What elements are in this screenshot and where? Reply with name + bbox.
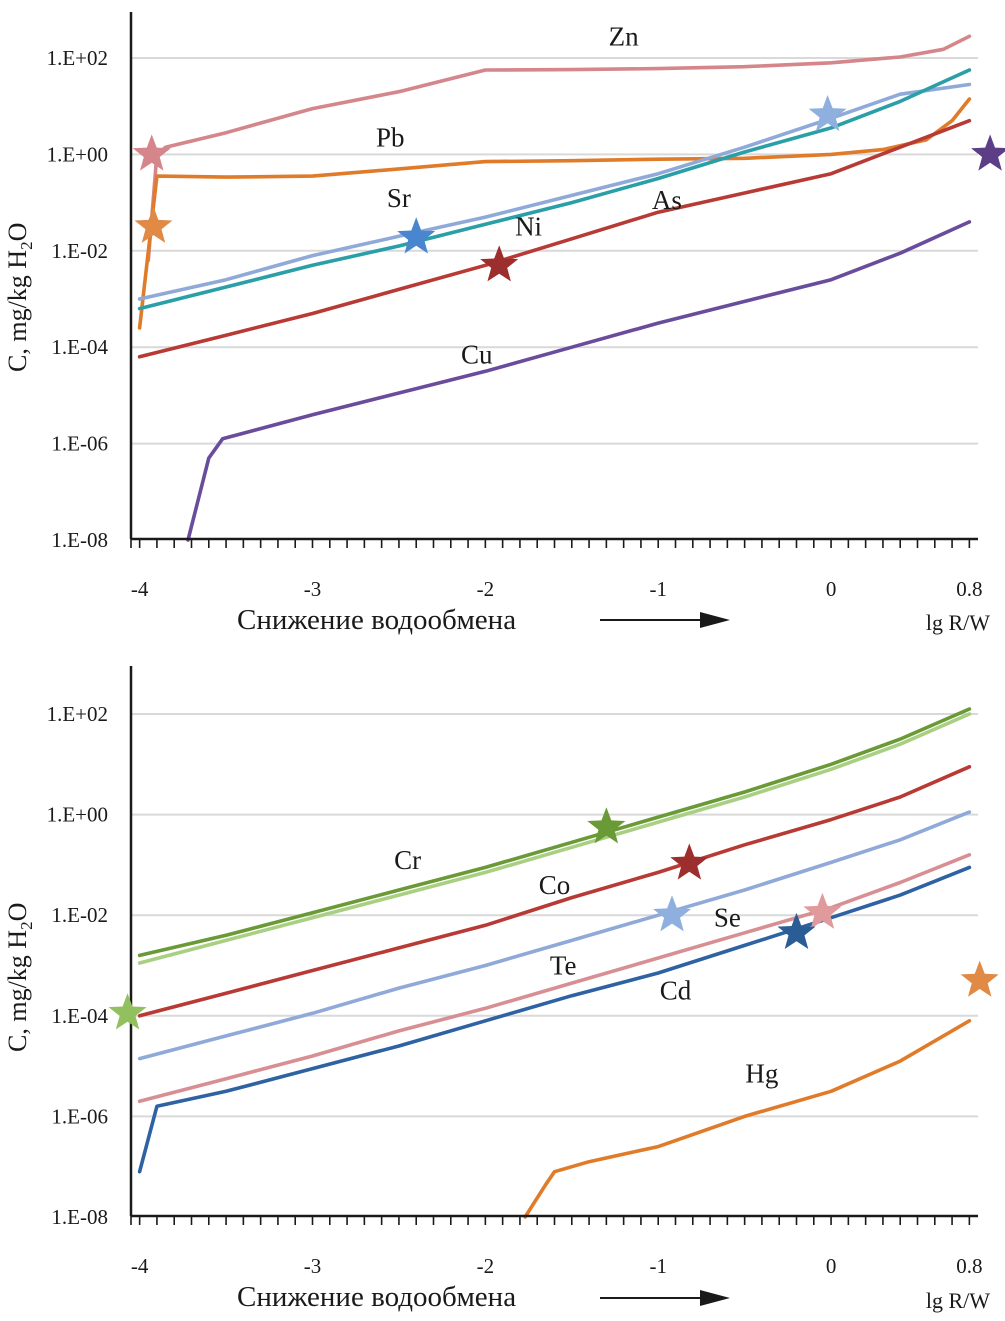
- x-tick-label: -2: [477, 1254, 495, 1278]
- series-line-cr: [137, 707, 972, 958]
- top-y-axis-title-main: C, mg/kg H: [3, 250, 32, 372]
- x-tick-label: -4: [131, 577, 149, 601]
- x-tick-label: -3: [304, 1254, 322, 1278]
- star-marker-zn: [132, 134, 171, 171]
- top-gridlines: [131, 57, 978, 445]
- series-line-cd: [137, 865, 972, 1174]
- series-line-as: [137, 118, 972, 359]
- top-y-axis-title: C, mg/kg H2O: [3, 223, 36, 372]
- top-series-lines: [137, 34, 972, 542]
- x-tick-label: 0.8: [956, 577, 982, 601]
- series-line-zn: [146, 34, 972, 263]
- top-x-axis-title: Снижение водообмена: [237, 604, 516, 636]
- series-label-cr: Cr: [394, 845, 421, 875]
- series-label-cd: Cd: [660, 976, 692, 1006]
- bottom-markers: [108, 807, 999, 1030]
- bottom-y-axis-title-sub: 2: [17, 921, 36, 930]
- star-marker-pb: [134, 206, 173, 243]
- series-label-zn: Zn: [609, 21, 639, 51]
- bottom-x-tick-labels: -4 -3 -2 -1 0 0.8: [131, 1254, 983, 1278]
- top-y-axis-title-tail: O: [3, 223, 32, 242]
- x-tick-label: -1: [649, 1254, 667, 1278]
- x-tick-label: 0: [826, 1254, 837, 1278]
- bottom-y-axis-title-main: C, mg/kg H: [3, 930, 32, 1052]
- bottom-y-axis-title-tail: O: [3, 903, 32, 922]
- top-y-tick-labels: 1.E+02 1.E+00 1.E-02 1.E-04 1.E-06 1.E-08: [47, 46, 109, 552]
- y-tick-label: 1.E-06: [51, 1104, 108, 1128]
- series-line-cr-alt-: [137, 712, 972, 965]
- series-label-cu: Cu: [461, 339, 493, 369]
- star-marker-ni: [397, 217, 436, 254]
- bottom-y-tick-labels: 1.E+02 1.E+00 1.E-02 1.E-04 1.E-06 1.E-08: [47, 702, 109, 1229]
- x-tick-label: -4: [131, 1254, 149, 1278]
- top-x-axis-unit: lg R/W: [926, 610, 990, 635]
- series-line-ni: [137, 68, 972, 311]
- top-axes: [129, 12, 978, 548]
- series-line-cu: [186, 220, 972, 542]
- top-x-tick-labels: -4 -3 -2 -1 0 0.8: [131, 577, 983, 601]
- y-tick-label: 1.E-06: [51, 432, 108, 456]
- series-label-sr: Sr: [387, 183, 411, 213]
- series-line-se: [137, 852, 972, 1104]
- y-tick-label: 1.E+02: [47, 46, 108, 70]
- bottom-x-axis-arrow: [600, 1290, 730, 1306]
- y-tick-label: 1.E-04: [51, 1004, 108, 1028]
- star-marker-hg: [960, 960, 999, 997]
- series-line-co: [137, 764, 972, 1018]
- y-tick-label: 1.E-08: [51, 528, 108, 552]
- series-line-pb: [137, 97, 972, 330]
- bottom-y-axis-title: C, mg/kg H2O: [3, 903, 36, 1052]
- series-label-as: As: [652, 185, 682, 215]
- series-label-ni: Ni: [515, 212, 542, 242]
- star-marker-co: [670, 843, 709, 880]
- y-tick-label: 1.E+00: [47, 803, 108, 827]
- y-tick-label: 1.E-04: [51, 335, 108, 359]
- star-marker-cd: [777, 912, 816, 949]
- x-tick-label: 0.8: [956, 1254, 982, 1278]
- series-label-se: Se: [714, 903, 741, 933]
- series-line-sr: [137, 82, 972, 301]
- y-tick-label: 1.E-02: [51, 239, 108, 263]
- series-label-te: Te: [550, 951, 577, 981]
- x-tick-label: 0: [826, 577, 837, 601]
- bottom-axes: [129, 666, 978, 1225]
- y-tick-label: 1.E-08: [51, 1205, 108, 1229]
- star-marker-as: [480, 245, 519, 282]
- bottom-x-axis-title: Снижение водообмена: [237, 1281, 516, 1313]
- x-tick-label: -1: [649, 577, 667, 601]
- x-tick-label: -2: [477, 577, 495, 601]
- y-tick-label: 1.E+02: [47, 702, 108, 726]
- bottom-gridlines: [131, 713, 978, 1118]
- series-line-hg: [523, 1018, 972, 1219]
- star-marker-cr: [587, 807, 626, 844]
- bottom-series-lines: [137, 707, 972, 1219]
- top-series-labels: Zn Pb Sr Ni As Cu: [376, 21, 682, 369]
- series-line-te: [137, 810, 972, 1061]
- series-label-hg: Hg: [745, 1059, 778, 1089]
- top-y-axis-title-sub: 2: [17, 241, 36, 250]
- bottom-series-labels: Cr Co Te Se Cd Hg: [394, 845, 778, 1089]
- series-label-co: Co: [539, 870, 571, 900]
- star-marker-te: [653, 895, 692, 932]
- y-tick-label: 1.E-02: [51, 903, 108, 927]
- star-marker-cr-alt-: [108, 993, 147, 1030]
- top-x-axis-arrow: [600, 612, 730, 628]
- y-tick-label: 1.E+00: [47, 142, 108, 166]
- top-markers: [132, 94, 1005, 282]
- x-tick-label: -3: [304, 577, 322, 601]
- bottom-x-axis-unit: lg R/W: [926, 1288, 990, 1313]
- star-marker-cu: [971, 134, 1005, 171]
- star-marker-sr: [808, 94, 847, 132]
- series-label-pb: Pb: [376, 123, 405, 153]
- star-marker-se: [803, 892, 842, 929]
